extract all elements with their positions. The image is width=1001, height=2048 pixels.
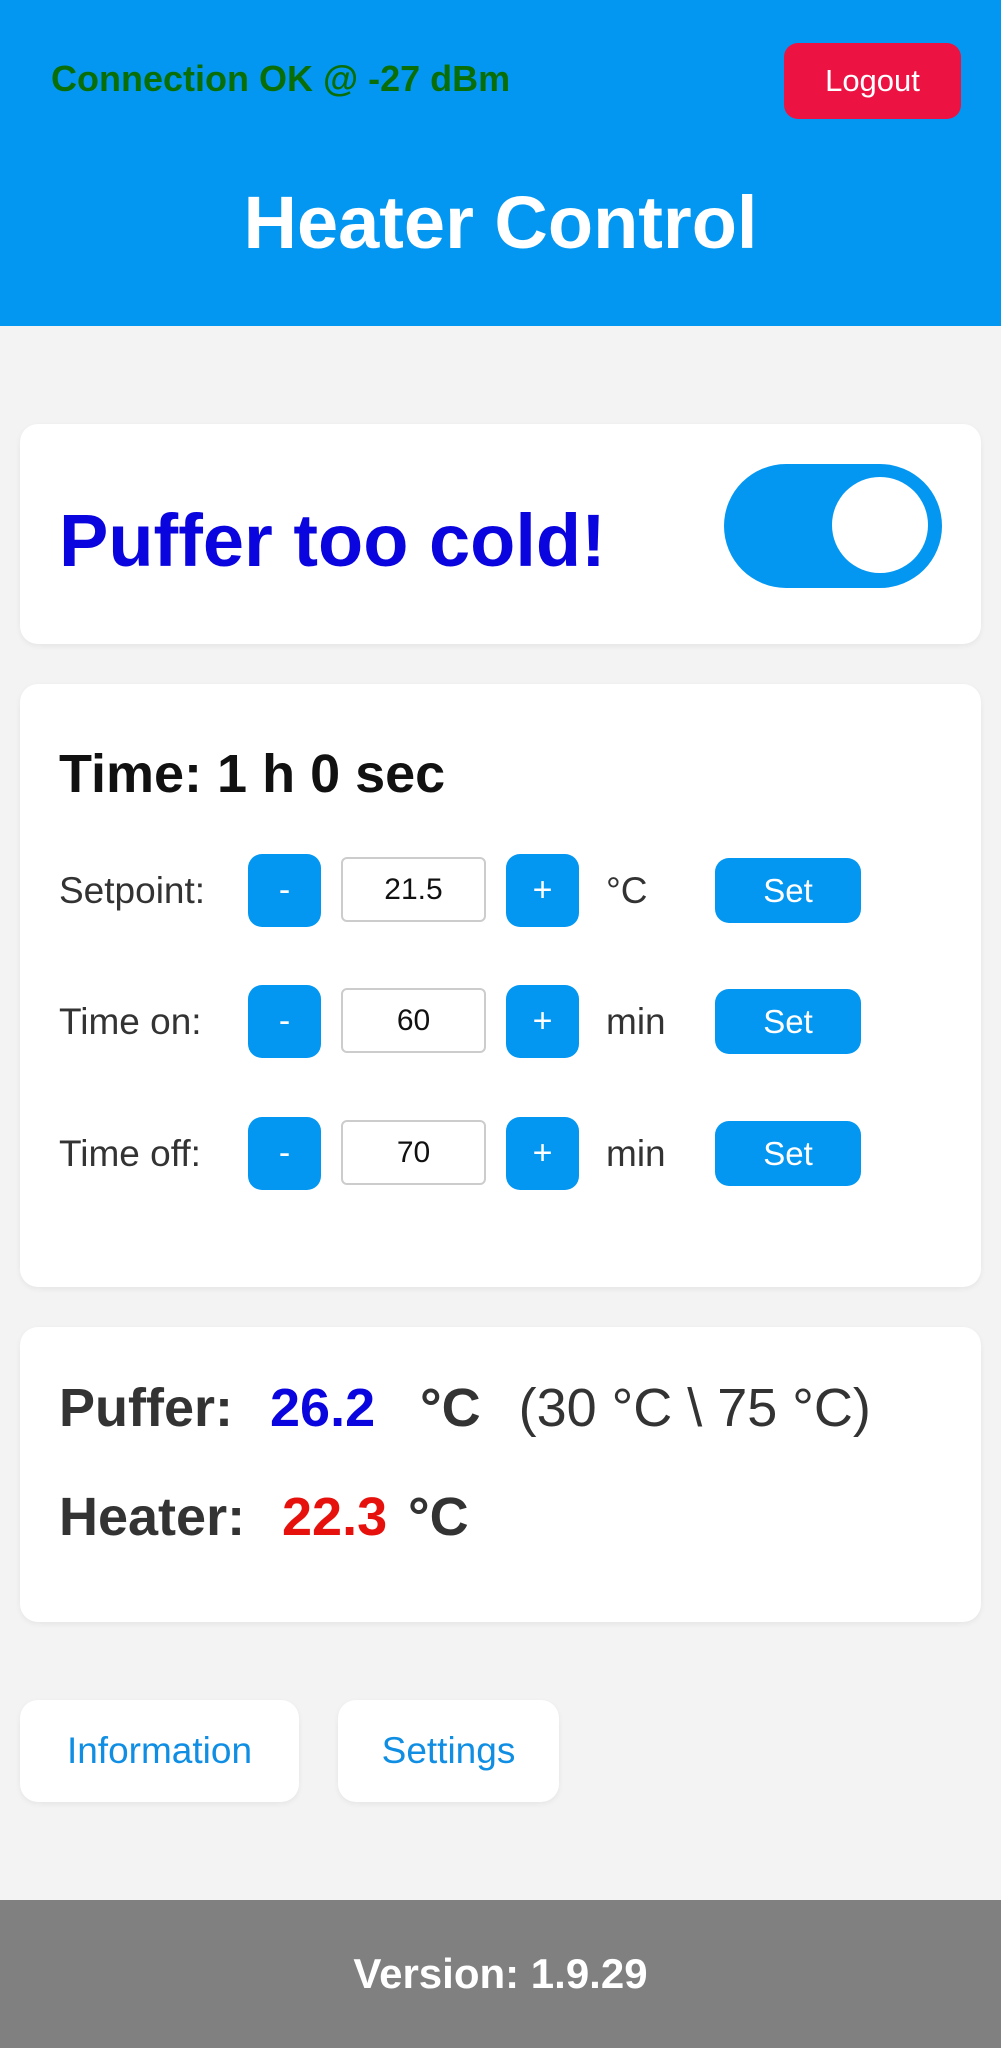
time-on-label: Time on: — [59, 1001, 202, 1042]
time-on-unit: min — [606, 1001, 666, 1042]
footer-bar: Version: 1.9.29 — [0, 1900, 1001, 2048]
setpoint-input[interactable] — [341, 857, 486, 922]
setpoint-unit: °C — [606, 870, 648, 911]
time-on-set-button[interactable]: Set — [715, 989, 861, 1054]
time-display: Time: 1 h 0 sec — [59, 744, 446, 804]
time-off-row: Time off: - + min Set — [20, 1117, 981, 1191]
time-on-input[interactable] — [341, 988, 486, 1053]
status-card: Puffer too cold! — [20, 424, 981, 644]
logout-button[interactable]: Logout — [784, 43, 961, 119]
time-off-label: Time off: — [59, 1133, 201, 1174]
puffer-value: 26.2 — [270, 1378, 376, 1438]
settings-button[interactable]: Settings — [338, 1700, 559, 1802]
time-off-input[interactable] — [341, 1120, 486, 1185]
setpoint-label: Setpoint: — [59, 870, 206, 911]
connection-status: Connection OK @ -27 dBm — [51, 58, 511, 99]
heater-value: 22.3 — [282, 1487, 388, 1547]
toggle-knob — [832, 477, 928, 573]
time-on-increment-button[interactable]: + — [506, 985, 579, 1058]
puffer-unit: °C — [420, 1378, 481, 1438]
time-off-increment-button[interactable]: + — [506, 1117, 579, 1190]
puffer-temp-row: Puffer: 26.2 °C (30 °C \ 75 °C) — [59, 1368, 871, 1448]
header-bar: Connection OK @ -27 dBm Logout Heater Co… — [0, 0, 1001, 326]
time-off-decrement-button[interactable]: - — [248, 1117, 321, 1190]
controls-card: Time: 1 h 0 sec Setpoint: - + °C Set Tim… — [20, 684, 981, 1287]
time-off-set-button[interactable]: Set — [715, 1121, 861, 1186]
heater-toggle[interactable] — [724, 464, 942, 588]
time-on-decrement-button[interactable]: - — [248, 985, 321, 1058]
information-button[interactable]: Information — [20, 1700, 299, 1802]
heater-unit: °C — [408, 1487, 469, 1547]
setpoint-decrement-button[interactable]: - — [248, 854, 321, 927]
temperatures-card: Puffer: 26.2 °C (30 °C \ 75 °C) Heater: 22.3… — [20, 1327, 981, 1622]
time-off-unit: min — [606, 1133, 666, 1174]
version-label: Version: 1.9.29 — [353, 1950, 648, 1997]
puffer-label: Puffer: — [59, 1378, 233, 1438]
setpoint-increment-button[interactable]: + — [506, 854, 579, 927]
puffer-range: (30 °C \ 75 °C) — [518, 1378, 871, 1438]
heater-label: Heater: — [59, 1487, 246, 1547]
page-title: Heater Control — [243, 181, 758, 264]
setpoint-set-button[interactable]: Set — [715, 858, 861, 923]
time-on-row: Time on: - + min Set — [20, 985, 981, 1059]
heater-temp-row: Heater: 22.3 °C — [59, 1477, 469, 1557]
setpoint-row: Setpoint: - + °C Set — [20, 854, 981, 928]
status-message: Puffer too cold! — [59, 499, 606, 582]
